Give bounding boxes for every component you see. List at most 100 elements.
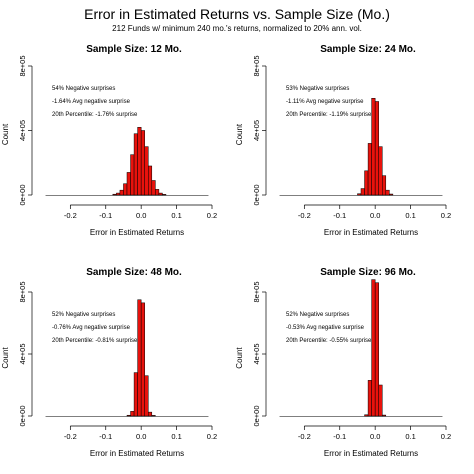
x-axis-label: Error in Estimated Returns bbox=[90, 449, 184, 458]
subtitle: 212 Funds w/ minimum 240 mo.'s returns, … bbox=[112, 24, 362, 33]
y-tick-label: 0e+00 bbox=[18, 184, 27, 205]
histogram-bar bbox=[116, 192, 121, 196]
y-tick-label: 0e+00 bbox=[252, 405, 261, 426]
y-axis-label: Count bbox=[235, 123, 244, 145]
annotation-text: 54% Negative surprises bbox=[52, 86, 115, 92]
annotation-text: -0.76% Avg negative surprise bbox=[52, 325, 131, 331]
annotation-text: 20th Percentile: -1.76% surprise bbox=[52, 112, 138, 118]
histogram-bar bbox=[374, 101, 379, 196]
y-tick-label: 8e+05 bbox=[252, 281, 261, 302]
x-tick-label: 0.1 bbox=[171, 432, 181, 441]
histogram-bar bbox=[123, 183, 128, 196]
histogram-bar bbox=[364, 414, 369, 417]
panel-title: Sample Size: 24 Mo. bbox=[320, 44, 416, 55]
x-tick-label: 0.2 bbox=[441, 432, 451, 441]
annotation-text: 20th Percentile: -0.81% surprise bbox=[52, 338, 138, 344]
histogram-bar bbox=[357, 193, 362, 196]
annotation-text: 52% Negative surprises bbox=[52, 312, 115, 318]
annotation-text: -1.64% Avg negative surprise bbox=[52, 99, 131, 105]
histogram-bar bbox=[162, 194, 167, 196]
panel-48mo: Sample Size: 48 Mo. -0.2 -0.1 0.0 0.1 0.2 Erro… bbox=[1, 267, 217, 458]
x-tick-label: 0.2 bbox=[207, 211, 217, 220]
y-tick-label: 4e+05 bbox=[18, 120, 27, 141]
panel-24mo: Sample Size: 24 Mo. -0.2 -0.1 0.0 0.1 0.2 Erro… bbox=[235, 44, 451, 237]
x-tick-label: 0.0 bbox=[136, 432, 146, 441]
histogram-bar bbox=[137, 127, 142, 196]
annotation-text: -1.11% Avg negative surprise bbox=[286, 99, 364, 105]
histogram-bar bbox=[382, 175, 387, 196]
y-tick-label: 8e+05 bbox=[252, 55, 261, 76]
x-axis-label: Error in Estimated Returns bbox=[90, 228, 184, 237]
y-tick-label: 0e+00 bbox=[18, 405, 27, 426]
histogram-bar bbox=[126, 414, 131, 417]
histogram-bar bbox=[158, 192, 163, 196]
histogram-bar bbox=[148, 165, 153, 196]
x-tick-label: 0.0 bbox=[370, 211, 380, 220]
x-tick-label: -0.2 bbox=[298, 432, 311, 441]
x-tick-label: 0.1 bbox=[405, 211, 415, 220]
panel-96mo: Sample Size: 96 Mo. -0.2 -0.1 0.0 0.1 0.2 Erro… bbox=[235, 267, 451, 458]
annotation-text: 52% Negative surprises bbox=[286, 312, 349, 318]
annotation-text: 53% Negative surprises bbox=[286, 86, 349, 92]
panel-title: Sample Size: 96 Mo. bbox=[320, 267, 416, 278]
y-axis-label: Count bbox=[1, 123, 10, 145]
y-tick-label: 4e+05 bbox=[18, 343, 27, 364]
x-tick-label: -0.2 bbox=[64, 432, 77, 441]
x-tick-label: -0.1 bbox=[99, 432, 112, 441]
x-tick-label: 0.2 bbox=[207, 432, 217, 441]
histogram-bar bbox=[148, 411, 153, 417]
histogram-bar bbox=[155, 189, 160, 196]
y-tick-label: 0e+00 bbox=[252, 184, 261, 205]
histogram-bar bbox=[151, 415, 156, 417]
panel-title: Sample Size: 12 Mo. bbox=[86, 44, 182, 55]
annotation-text: 20th Percentile: -1.19% surprise bbox=[286, 112, 372, 118]
y-axis-label: Count bbox=[235, 347, 244, 369]
y-tick-label: 4e+05 bbox=[252, 343, 261, 364]
x-axis-label: Error in Estimated Returns bbox=[324, 449, 418, 458]
main-title: Error in Estimated Returns vs. Sample Si… bbox=[84, 6, 390, 22]
y-tick-label: 4e+05 bbox=[252, 120, 261, 141]
histogram-bar bbox=[367, 380, 372, 417]
histogram-bar bbox=[367, 143, 372, 196]
histogram-bar bbox=[144, 375, 149, 417]
y-tick-label: 8e+05 bbox=[18, 281, 27, 302]
histogram-bar bbox=[151, 180, 156, 196]
x-tick-label: 0.2 bbox=[441, 211, 451, 220]
x-tick-label: -0.1 bbox=[333, 211, 346, 220]
histogram-bar bbox=[112, 193, 117, 196]
annotation-text: -0.53% Avg negative surprise bbox=[286, 325, 365, 331]
x-tick-label: -0.1 bbox=[99, 211, 112, 220]
histogram-bar bbox=[360, 188, 365, 196]
x-tick-label: -0.2 bbox=[64, 211, 77, 220]
panel-title: Sample Size: 48 Mo. bbox=[86, 267, 182, 278]
histogram-bar bbox=[389, 193, 394, 196]
histogram-bar bbox=[130, 411, 135, 417]
x-tick-label: -0.1 bbox=[333, 432, 346, 441]
x-tick-label: -0.2 bbox=[298, 211, 311, 220]
histogram-bar bbox=[133, 133, 138, 196]
histogram-bar bbox=[133, 372, 138, 417]
x-tick-label: 0.1 bbox=[405, 432, 415, 441]
x-axis-label: Error in Estimated Returns bbox=[324, 228, 418, 237]
x-tick-label: 0.0 bbox=[136, 211, 146, 220]
histogram-bar bbox=[140, 302, 145, 417]
x-tick-label: 0.1 bbox=[171, 211, 181, 220]
histogram-bar bbox=[140, 130, 145, 196]
histogram-bar bbox=[126, 172, 131, 196]
histogram-bar bbox=[137, 299, 142, 417]
histogram-bar bbox=[382, 414, 387, 417]
histogram-bar bbox=[144, 146, 149, 196]
annotation-text: 20th Percentile: -0.55% surprise bbox=[286, 338, 372, 344]
histogram-bar bbox=[130, 154, 135, 196]
histogram-bar bbox=[378, 146, 383, 196]
histogram-bar bbox=[378, 384, 383, 417]
panel-12mo: Sample Size: 12 Mo. -0.2 -0.1 0.0 0.1 0.2 Erro… bbox=[1, 44, 217, 237]
histogram-bar bbox=[371, 98, 376, 196]
histogram-bar bbox=[119, 189, 124, 196]
y-tick-label: 8e+05 bbox=[18, 55, 27, 76]
histogram-bar bbox=[364, 170, 369, 196]
histogram-bar bbox=[374, 282, 379, 417]
histogram-bar bbox=[385, 189, 390, 196]
histogram-bar bbox=[371, 279, 376, 417]
